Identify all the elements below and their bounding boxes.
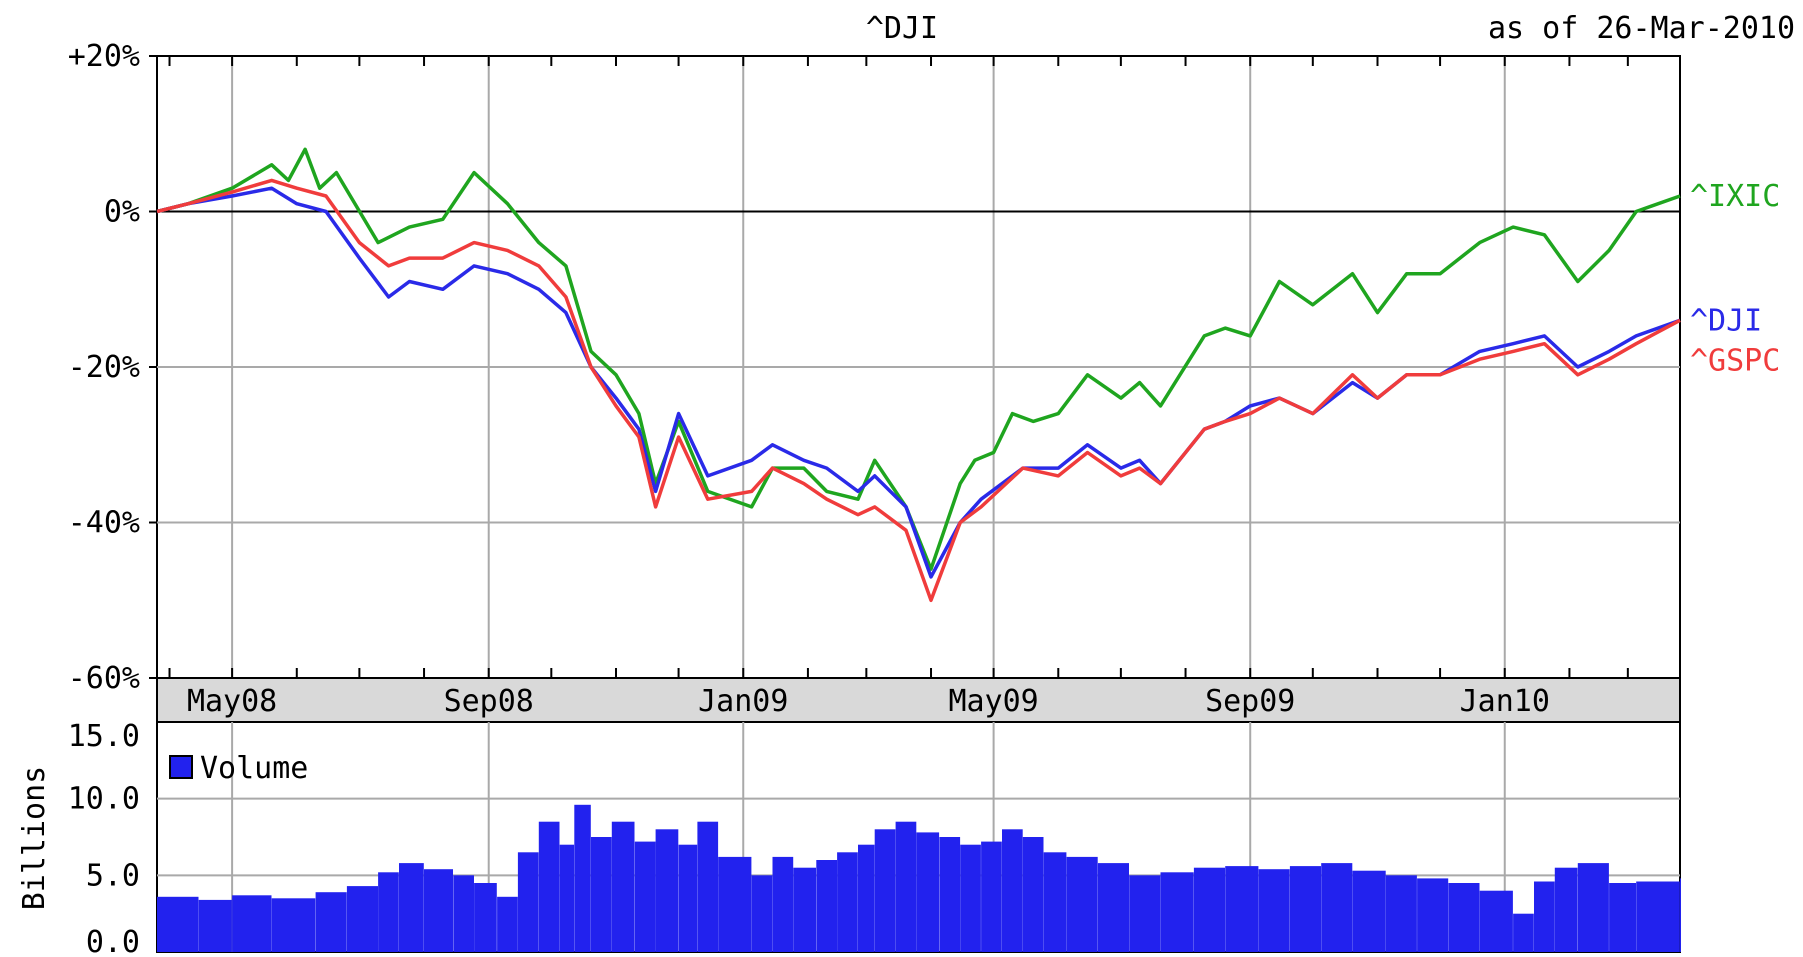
volume-bar bbox=[1321, 863, 1353, 952]
volume-bar bbox=[1448, 883, 1480, 952]
price-grid bbox=[157, 56, 1680, 678]
volume-bar bbox=[1002, 829, 1023, 952]
volume-bar bbox=[517, 852, 539, 952]
volume-bar bbox=[678, 844, 698, 952]
price-y-tick-label: -60% bbox=[68, 661, 140, 696]
volume-bar bbox=[1160, 872, 1194, 952]
price-y-tick-label: +20% bbox=[68, 39, 140, 74]
volume-bar bbox=[538, 821, 560, 952]
volume-bar bbox=[1636, 881, 1680, 952]
chart-date-label: as of 26-Mar-2010 bbox=[1488, 11, 1795, 46]
volume-bar bbox=[858, 844, 875, 952]
volume-bar bbox=[1417, 878, 1449, 952]
volume-legend-label: Volume bbox=[200, 751, 308, 786]
volume-bar bbox=[718, 856, 752, 952]
volume-bar bbox=[1554, 867, 1578, 952]
volume-y-axis: 15.0 10.0 5.0 0.0 bbox=[68, 719, 140, 957]
volume-bar bbox=[591, 837, 612, 952]
volume-bar bbox=[1066, 856, 1098, 952]
volume-bar bbox=[1352, 870, 1386, 952]
volume-bar bbox=[655, 829, 679, 952]
volume-axis-label: Billions bbox=[17, 766, 52, 911]
volume-bar bbox=[1043, 852, 1067, 952]
volume-bar bbox=[315, 892, 347, 952]
volume-bar bbox=[346, 886, 378, 952]
volume-bar bbox=[1193, 867, 1225, 952]
month-label: Jan10 bbox=[1460, 684, 1550, 719]
month-label: May09 bbox=[948, 684, 1038, 719]
volume-bar bbox=[874, 829, 896, 952]
volume-bar bbox=[772, 856, 794, 952]
volume-bar bbox=[474, 883, 497, 952]
volume-bar bbox=[1258, 869, 1290, 952]
price-y-tick-label: -40% bbox=[68, 506, 140, 541]
volume-bar bbox=[611, 821, 635, 952]
volume-bars bbox=[157, 804, 1681, 952]
volume-bar bbox=[453, 875, 474, 952]
volume-bar bbox=[1479, 890, 1513, 952]
volume-bar bbox=[939, 837, 961, 952]
price-y-axis: +20% 0% -20% -40% -60% bbox=[68, 39, 157, 696]
month-label: May08 bbox=[187, 684, 277, 719]
price-y-tick-label: -20% bbox=[68, 350, 140, 385]
volume-bar bbox=[895, 821, 917, 952]
volume-bar bbox=[751, 875, 773, 952]
month-axis-labels: May08 Sep08 Jan09 May09 Sep09 Jan10 bbox=[187, 684, 1550, 719]
price-series bbox=[156, 147, 1681, 603]
volume-bar bbox=[399, 863, 424, 952]
volume-bar bbox=[157, 896, 199, 952]
volume-y-tick-label: 15.0 bbox=[68, 719, 140, 754]
series-line-gspc bbox=[156, 178, 1681, 603]
volume-bar bbox=[916, 832, 940, 952]
volume-bar bbox=[634, 841, 656, 952]
volume-bar bbox=[1534, 881, 1555, 952]
volume-bar bbox=[793, 867, 816, 952]
volume-bar bbox=[232, 895, 272, 952]
series-label-ixic: ^IXIC bbox=[1690, 179, 1780, 214]
month-label: Sep09 bbox=[1205, 684, 1295, 719]
volume-bar bbox=[559, 844, 575, 952]
series-label-dji: ^DJI bbox=[1690, 303, 1762, 338]
volume-bar bbox=[574, 804, 591, 952]
volume-bar bbox=[1097, 863, 1129, 952]
volume-bar bbox=[378, 872, 399, 952]
volume-y-tick-label: 5.0 bbox=[86, 858, 140, 893]
month-axis-strip bbox=[156, 677, 1681, 723]
volume-bar bbox=[1609, 883, 1636, 952]
volume-bar bbox=[1289, 866, 1321, 952]
month-label: Jan09 bbox=[698, 684, 788, 719]
chart-title: ^DJI bbox=[866, 11, 938, 46]
volume-bar bbox=[1385, 875, 1417, 952]
volume-bar bbox=[1225, 866, 1259, 952]
volume-bar bbox=[497, 896, 518, 952]
price-legend: ^IXIC ^DJI ^GSPC bbox=[1690, 179, 1780, 378]
volume-bar bbox=[1680, 878, 1681, 952]
volume-bar bbox=[1022, 837, 1044, 952]
volume-bar bbox=[837, 852, 858, 952]
volume-legend-swatch bbox=[169, 755, 193, 779]
volume-bar bbox=[1513, 913, 1534, 952]
volume-bar bbox=[960, 844, 981, 952]
volume-bar bbox=[1577, 863, 1609, 952]
volume-bar bbox=[271, 898, 316, 952]
price-y-tick-label: 0% bbox=[104, 195, 140, 230]
volume-bar bbox=[1129, 875, 1161, 952]
volume-bar bbox=[697, 821, 719, 952]
volume-y-tick-label: 10.0 bbox=[68, 782, 140, 817]
volume-bar bbox=[424, 869, 453, 952]
volume-legend: Volume bbox=[169, 751, 308, 786]
volume-bar bbox=[981, 841, 1002, 952]
volume-y-tick-label: 0.0 bbox=[86, 925, 140, 957]
volume-bar bbox=[198, 899, 232, 952]
volume-bar bbox=[816, 860, 837, 952]
month-label: Sep08 bbox=[444, 684, 534, 719]
series-label-gspc: ^GSPC bbox=[1690, 343, 1780, 378]
